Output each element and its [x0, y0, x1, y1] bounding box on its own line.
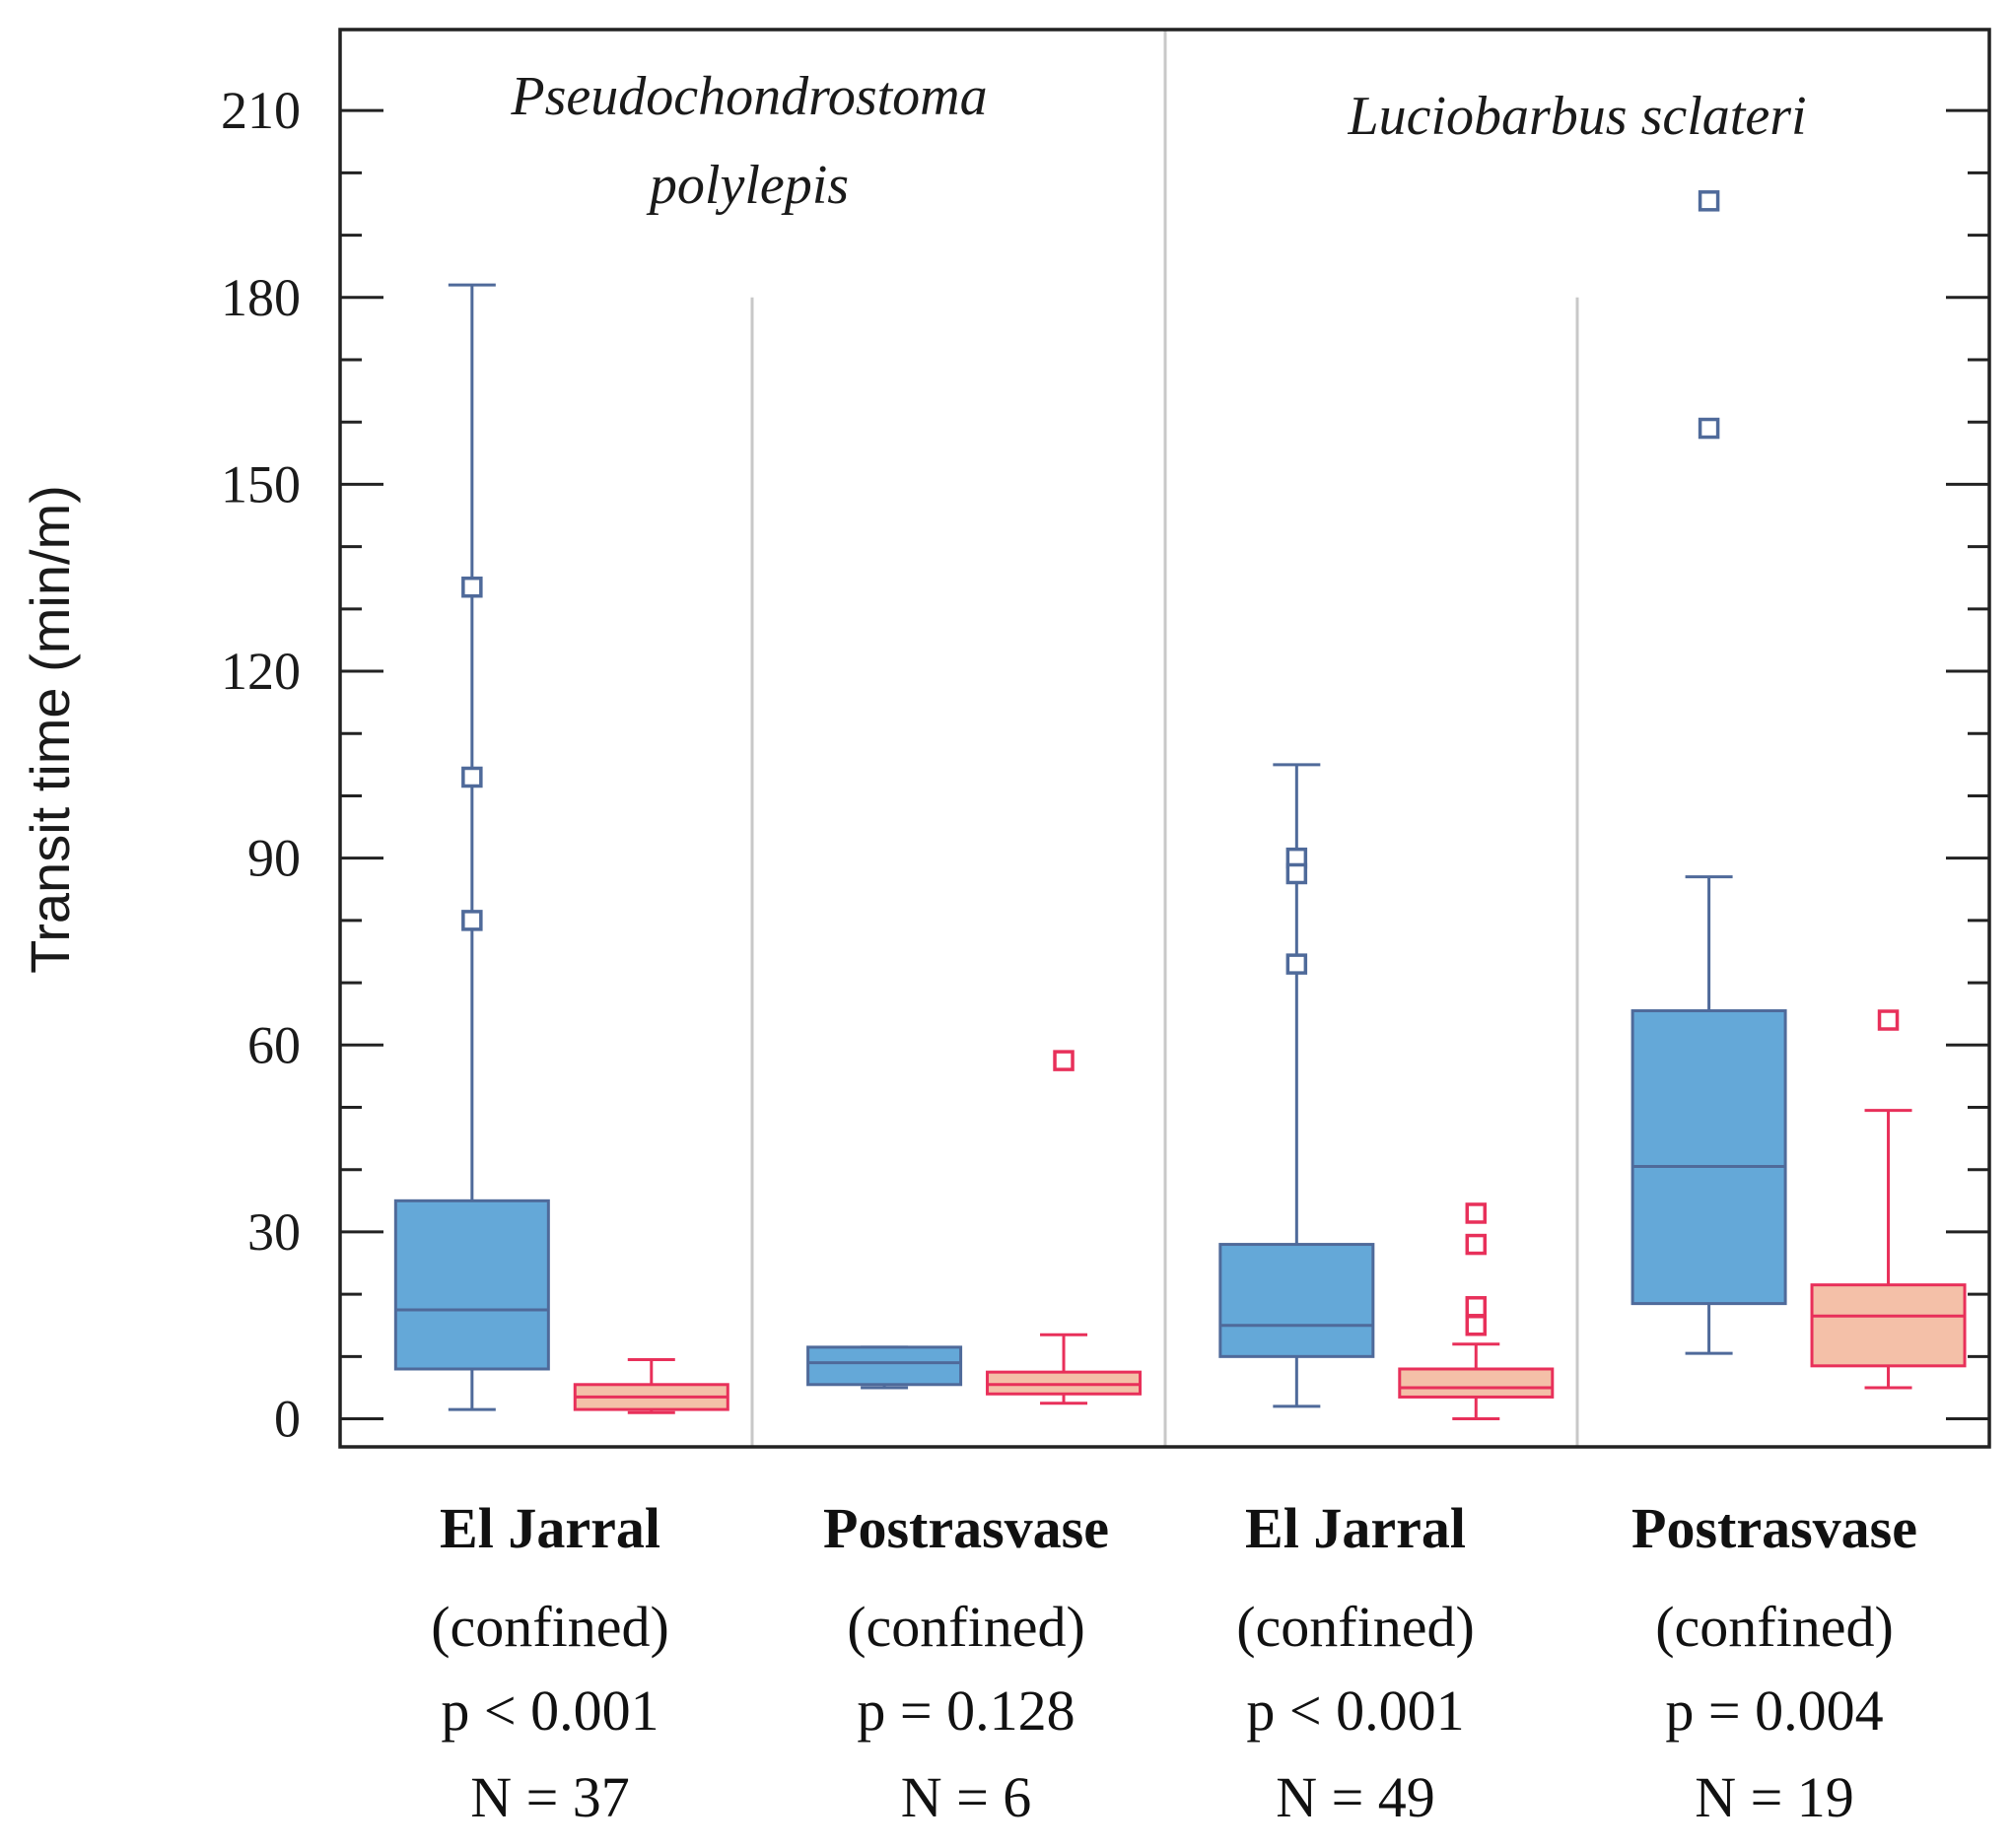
box-blue-1 [393, 283, 550, 1411]
group-sample-size: N = 6 [901, 1765, 1032, 1829]
y-tick-label: 210 [221, 81, 301, 140]
group-label-el-jarral-2: El Jarral (confined) p < 0.001 N = 49 [1236, 1496, 1475, 1829]
iqr-box [1810, 1283, 1967, 1368]
group-condition: (confined) [847, 1595, 1085, 1659]
iqr-box [986, 1370, 1143, 1396]
iqr-box [1218, 1243, 1375, 1358]
species-label-luciobarbus: Luciobarbus sclateri [1347, 86, 1806, 147]
group-label-el-jarral-1: El Jarral (confined) p < 0.001 N = 37 [431, 1496, 669, 1829]
box-blue-4 [1630, 190, 1787, 1355]
outlier-point [1465, 1202, 1488, 1224]
outlier-point [1465, 1314, 1488, 1336]
y-axis: 0 30 60 90 120 150 180 210 [221, 81, 1989, 1449]
iqr-box [393, 1198, 550, 1371]
y-tick-label: 0 [274, 1390, 301, 1449]
box-blue-3 [1218, 763, 1375, 1408]
y-tick-label: 30 [247, 1202, 301, 1262]
y-tick-label: 90 [247, 829, 301, 888]
group-condition: (confined) [1655, 1595, 1894, 1659]
boxes-layer [393, 190, 1967, 1421]
group-p-value: p = 0.004 [1665, 1678, 1883, 1743]
group-label-postrasvase-1: Postrasvase (confined) p = 0.128 N = 6 [823, 1496, 1109, 1829]
group-name: Postrasvase [1631, 1496, 1917, 1560]
outlier-point [1285, 953, 1308, 975]
outlier-point [1053, 1050, 1075, 1071]
y-tick-label: 150 [221, 454, 301, 513]
group-p-value: p < 0.001 [441, 1678, 659, 1743]
species-label-pseudochondrostoma: Pseudochondrostoma polylepis [510, 66, 987, 216]
box-red-3 [1398, 1202, 1555, 1421]
species-label-line-1: Pseudochondrostoma [510, 66, 987, 127]
y-axis-title: Transit time (min/m) [19, 485, 81, 974]
iqr-box [1630, 1009, 1787, 1306]
group-p-value: p = 0.128 [857, 1678, 1075, 1743]
iqr-box [806, 1345, 963, 1387]
outlier-point [1877, 1009, 1900, 1031]
iqr-box [1398, 1367, 1555, 1399]
group-sample-size: N = 49 [1276, 1765, 1435, 1829]
outlier-point [1465, 1233, 1488, 1256]
group-sample-size: N = 37 [470, 1765, 630, 1829]
box-blue-2 [806, 1345, 963, 1390]
group-name: El Jarral [440, 1496, 660, 1560]
panel-dividers [750, 30, 1579, 1447]
plot-frame [338, 28, 1991, 1449]
outlier-point [461, 576, 483, 598]
x-axis-group-labels: El Jarral (confined) p < 0.001 N = 37 Po… [431, 1496, 1917, 1829]
group-name: Postrasvase [823, 1496, 1109, 1560]
outlier-point [1285, 862, 1308, 885]
outlier-point [1465, 1296, 1488, 1318]
box-red-2 [986, 1050, 1143, 1405]
group-condition: (confined) [431, 1595, 669, 1659]
box-red-4 [1810, 1009, 1967, 1390]
y-tick-label: 60 [247, 1015, 301, 1074]
outlier-point [1698, 417, 1720, 440]
species-label-line-2: polylepis [646, 155, 849, 216]
y-tick-label: 120 [221, 642, 301, 701]
box-red-1 [573, 1358, 729, 1414]
species-label-line-1: Luciobarbus sclateri [1347, 86, 1806, 147]
group-name: El Jarral [1245, 1496, 1466, 1560]
group-label-postrasvase-2: Postrasvase (confined) p = 0.004 N = 19 [1631, 1496, 1917, 1829]
y-tick-label: 180 [221, 268, 301, 327]
outlier-point [1698, 190, 1720, 212]
outlier-point [461, 910, 483, 931]
group-sample-size: N = 19 [1695, 1765, 1854, 1829]
group-p-value: p < 0.001 [1246, 1678, 1464, 1743]
outlier-point [461, 766, 483, 788]
group-condition: (confined) [1236, 1595, 1475, 1659]
